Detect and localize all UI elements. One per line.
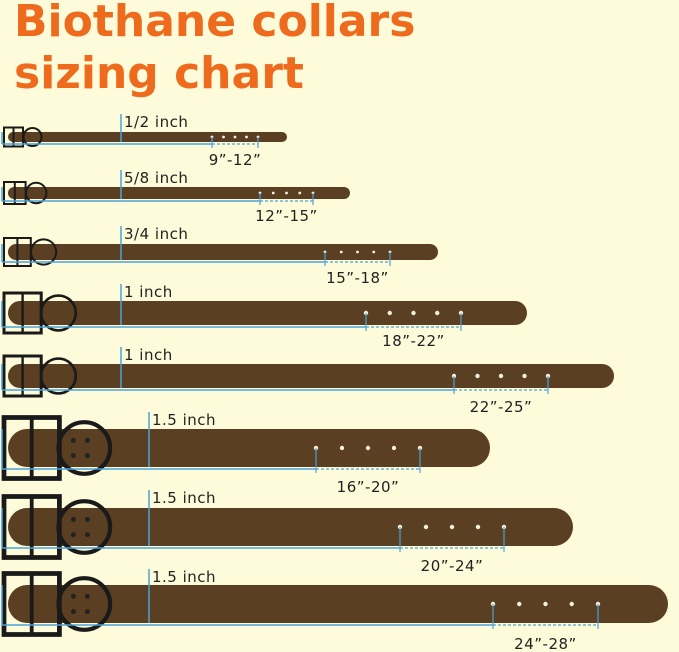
strap (8, 429, 490, 467)
hole (543, 601, 548, 607)
rivet (70, 453, 76, 459)
width-label: 5/8 inch (124, 169, 188, 187)
hole (372, 250, 376, 254)
hole (298, 191, 302, 195)
width-label: 1/2 inch (124, 113, 188, 131)
title-line: sizing chart (14, 48, 304, 99)
strap (8, 301, 527, 325)
range-label: 15”-18” (326, 269, 389, 287)
rivet (70, 593, 76, 599)
d-ring (25, 181, 48, 205)
hole (339, 445, 345, 451)
strap (8, 508, 573, 546)
strap (8, 132, 287, 142)
d-ring (39, 357, 78, 395)
d-ring (39, 294, 78, 332)
hole (569, 601, 574, 607)
rivet (84, 532, 90, 538)
width-label: 3/4 inch (124, 225, 188, 243)
hole (411, 310, 416, 316)
d-ring (56, 499, 113, 555)
hole (475, 373, 480, 379)
hole (517, 601, 522, 607)
strap (8, 364, 614, 388)
width-label: 1 inch (124, 283, 173, 301)
width-label: 1 inch (124, 346, 173, 364)
hole (271, 191, 275, 195)
rivet (84, 516, 90, 522)
rivet (84, 593, 90, 599)
hole (233, 135, 237, 139)
hole (356, 250, 359, 254)
rivet (70, 609, 76, 615)
hole (391, 445, 397, 451)
hole (339, 250, 343, 254)
hole (435, 310, 440, 316)
rivet (84, 437, 90, 443)
rivet (84, 609, 90, 615)
range-label: 24”-28” (514, 635, 577, 652)
strap (8, 585, 668, 623)
strap (8, 187, 350, 199)
title-line: Biothane collars (14, 0, 415, 47)
range-label: 18”-22” (382, 332, 445, 350)
rivet (70, 532, 76, 538)
strap (8, 244, 438, 260)
hole (522, 373, 527, 379)
rivet (70, 516, 76, 522)
range-label: 16”-20” (337, 478, 400, 496)
hole (449, 524, 455, 530)
hole (245, 135, 248, 139)
rivet (84, 453, 90, 459)
d-ring (22, 127, 43, 147)
d-ring (56, 576, 113, 632)
rivet (70, 437, 76, 443)
hole (423, 524, 429, 530)
width-label: 1.5 inch (152, 568, 216, 586)
range-label: 20”-24” (421, 557, 484, 575)
hole (365, 445, 371, 451)
hole (222, 135, 225, 139)
hole (498, 373, 504, 379)
range-label: 22”-25” (470, 398, 533, 416)
width-label: 1.5 inch (152, 411, 216, 429)
width-label: 1.5 inch (152, 489, 216, 507)
range-label: 12”-15” (255, 207, 318, 225)
hole (475, 524, 481, 530)
d-ring (29, 238, 58, 266)
hole (387, 310, 392, 316)
d-ring (56, 420, 113, 476)
hole (285, 191, 288, 195)
range-label: 9”-12” (209, 151, 262, 169)
